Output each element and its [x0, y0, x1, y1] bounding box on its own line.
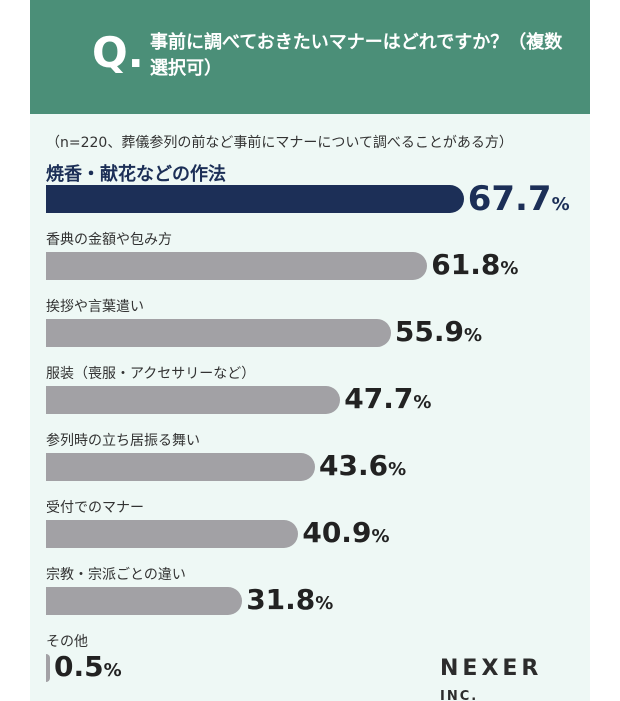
bar [46, 386, 341, 414]
chart-card: Q. 事前に調べておきたいマナーはどれですか？（複数選択可） （n=220、葬儀… [30, 0, 590, 701]
bar [46, 654, 50, 682]
value-label: 67.7% [467, 179, 570, 219]
category-label: 香典の金額や包み方 [46, 232, 172, 248]
bar [46, 520, 299, 548]
value-label: 40.9% [302, 516, 390, 549]
value-label: 0.5% [54, 650, 122, 683]
category-label: 焼香・献花などの作法 [46, 164, 226, 185]
value-label: 43.6% [319, 449, 407, 482]
logo-suffix: INC. [440, 689, 479, 701]
category-label: 参列時の立ち居振る舞い [46, 433, 200, 449]
value-label: 55.9% [394, 315, 483, 348]
category-label: 服装（喪服・アクセサリーなど） [46, 366, 256, 382]
question-header: Q. 事前に調べておきたいマナーはどれですか？（複数選択可） [30, 0, 590, 114]
category-label: その他 [46, 634, 88, 650]
q-mark: Q. [92, 28, 144, 77]
bar [46, 319, 391, 347]
value-label: 31.8% [246, 583, 334, 616]
category-label: 宗教・宗派ごとの違い [46, 567, 186, 583]
question-text: 事前に調べておきたいマナーはどれですか？（複数選択可） [150, 32, 563, 79]
value-label: 47.7% [344, 382, 432, 415]
nexer-logo: NEXER INC. [440, 656, 590, 701]
category-label: 受付でのマナー [46, 500, 144, 516]
sample-note: （n=220、葬儀参列の前など事前にマナーについて調べることがある方） [46, 135, 513, 151]
logo-name: NEXER [440, 656, 543, 681]
bar [46, 587, 243, 615]
bar [46, 252, 428, 280]
bar [46, 185, 464, 213]
category-label: 挨拶や言葉遣い [46, 299, 144, 315]
value-label: 61.8% [431, 248, 519, 281]
bar [46, 453, 315, 481]
